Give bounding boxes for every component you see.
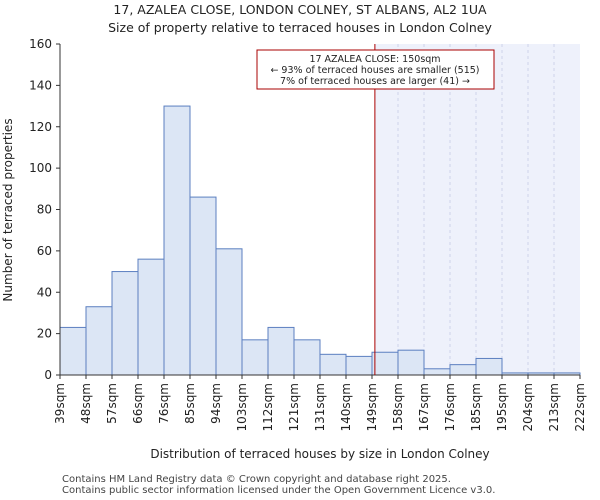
histogram-bar — [293, 339, 321, 376]
histogram-bar — [319, 353, 347, 376]
histogram-chart: 0 20 40 60 80 100 120 140 160 39sqm 48sqm 57sqm 66sq… — [1, 37, 587, 461]
x-tick-label: 185sqm — [469, 383, 483, 431]
x-tick-label: 57sqm — [105, 383, 119, 424]
histogram-bar — [371, 351, 399, 376]
x-tick-label: 195sqm — [495, 383, 509, 431]
y-tick-label: 140 — [29, 78, 52, 92]
annotation-line-3: 7% of terraced houses are larger (41) → — [280, 76, 470, 87]
annotation-line-1: 17 AZALEA CLOSE: 150sqm — [309, 54, 440, 65]
x-tick-label: 76sqm — [157, 383, 171, 424]
x-tick-label: 66sqm — [131, 383, 145, 424]
chart-subtitle: Size of property relative to terraced ho… — [108, 20, 492, 35]
y-tick-label: 100 — [29, 161, 52, 175]
histogram-bar — [163, 105, 191, 376]
annotation-line-2: ← 93% of terraced houses are smaller (51… — [270, 65, 479, 76]
annotation-box — [256, 49, 495, 90]
histogram-bar — [449, 364, 477, 376]
y-tick-label: 20 — [37, 327, 52, 341]
x-tick-label: 121sqm — [287, 383, 301, 431]
x-tick-label: 158sqm — [391, 383, 405, 431]
x-tick-label: 39sqm — [53, 383, 67, 424]
histogram-bar — [137, 258, 165, 376]
x-tick-label: 131sqm — [313, 383, 327, 431]
x-tick-label: 94sqm — [209, 383, 223, 424]
histogram-bar — [85, 306, 113, 376]
histogram-bar — [423, 368, 451, 376]
footer-licence: Contains public sector information licen… — [62, 485, 496, 496]
larger-region-shade — [374, 44, 580, 375]
histogram-bar — [111, 271, 139, 376]
x-tick-label: 149sqm — [365, 383, 379, 431]
histogram-bar — [189, 196, 217, 376]
x-tick-label: 176sqm — [443, 383, 457, 431]
histogram-bar — [397, 349, 425, 376]
chart-title: 17, AZALEA CLOSE, LONDON COLNEY, ST ALBA… — [113, 2, 487, 17]
x-tick-label: 112sqm — [261, 383, 275, 431]
histogram-bar — [59, 326, 87, 376]
histogram-bar — [215, 248, 243, 376]
x-tick-label: 85sqm — [183, 383, 197, 424]
y-tick-label: 0 — [44, 368, 52, 382]
histogram-bar — [241, 339, 269, 376]
y-tick-label: 80 — [37, 203, 52, 217]
histogram-bar — [345, 355, 373, 376]
y-tick-label: 60 — [37, 244, 52, 258]
y-tick-label: 40 — [37, 285, 52, 299]
x-axis-label: Distribution of terraced houses by size … — [150, 447, 489, 461]
x-tick-label: 140sqm — [339, 383, 353, 431]
footer-copyright: Contains HM Land Registry data © Crown c… — [62, 474, 451, 485]
x-tick-label: 48sqm — [79, 383, 93, 424]
histogram-bar — [475, 357, 503, 376]
x-tick-label: 167sqm — [417, 383, 431, 431]
x-tick-label: 222sqm — [573, 383, 587, 431]
x-tick-label: 213sqm — [547, 383, 561, 431]
y-tick-label: 160 — [29, 37, 52, 51]
x-tick-label: 204sqm — [521, 383, 535, 431]
y-axis-label: Number of terraced properties — [1, 118, 15, 301]
y-tick-label: 120 — [29, 120, 52, 134]
histogram-bar — [267, 326, 295, 376]
x-tick-label: 103sqm — [235, 383, 249, 431]
